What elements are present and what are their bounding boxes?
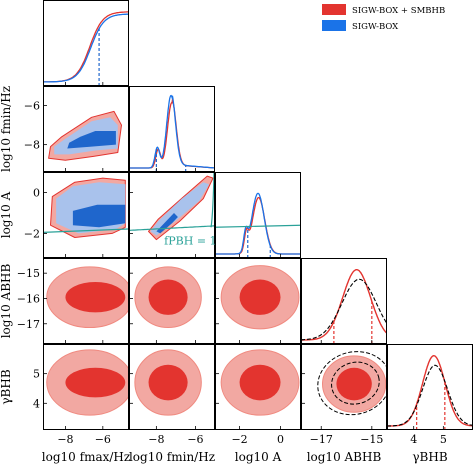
y-tick-label: 5 bbox=[33, 368, 40, 381]
panel-log_fmin-gamma_BHB bbox=[148, 364, 188, 401]
y-tick-label: −15 bbox=[17, 267, 40, 280]
fpbh-line bbox=[129, 225, 215, 231]
x-tick-label: 5 bbox=[440, 433, 447, 446]
contour-1sigma-blue bbox=[67, 131, 116, 149]
panel-frame bbox=[215, 344, 301, 430]
panel-log_ABHB-gamma_BHB bbox=[336, 367, 372, 401]
contour-1sigma-red bbox=[148, 364, 188, 401]
panel-log_fmin-log_A bbox=[129, 172, 215, 231]
panel-frame bbox=[301, 258, 387, 344]
panel-frame bbox=[129, 86, 215, 172]
x-axis-label: log10 ABHB bbox=[307, 450, 382, 464]
marginal-red-line bbox=[129, 97, 215, 169]
marginal-prior-dashed-line bbox=[301, 278, 387, 341]
panel-log_ABHB-gamma_BHB bbox=[317, 351, 387, 416]
panel-frame bbox=[215, 172, 301, 258]
panel-gamma_BHB-gamma_BHB bbox=[387, 354, 473, 430]
x-tick-label: −8 bbox=[148, 433, 164, 446]
panel-log_fmax-log_A bbox=[43, 228, 129, 234]
panel-log_A-log_ABHB bbox=[239, 279, 281, 315]
x-tick-label: 0 bbox=[277, 433, 284, 446]
panel-log_fmin-log_ABHB bbox=[148, 279, 188, 315]
panel-frame bbox=[301, 344, 387, 430]
prior-dashed-contour bbox=[331, 361, 380, 405]
fpbh-line bbox=[210, 172, 215, 228]
x-axis-label: γBHB bbox=[412, 450, 447, 464]
x-tick-label: −6 bbox=[187, 433, 203, 446]
panel-frame bbox=[215, 258, 301, 344]
panel-log_fmin-log_fmin bbox=[129, 94, 215, 172]
y-axis-label: log10 A bbox=[0, 191, 13, 238]
x-tick-label: −15 bbox=[360, 433, 383, 446]
panel-log_A-log_A bbox=[215, 192, 301, 258]
legend-swatch bbox=[322, 4, 346, 15]
panel-frame bbox=[129, 258, 215, 344]
panel-log_fmax-log_fmax bbox=[43, 11, 129, 86]
fpbh-line bbox=[215, 224, 301, 228]
panel-frame bbox=[129, 172, 215, 258]
marginal-blue-line bbox=[129, 94, 215, 169]
panel-frame bbox=[387, 344, 473, 430]
x-axis-label: log10 A bbox=[235, 450, 282, 464]
y-tick-label: −2 bbox=[24, 227, 40, 240]
marginal-red-line bbox=[387, 354, 473, 427]
prior-dashed-contour bbox=[317, 351, 387, 416]
panel-frame bbox=[129, 344, 215, 430]
panel-log_fmax-gamma_BHB bbox=[65, 367, 126, 398]
contour-1sigma-red bbox=[65, 282, 126, 313]
y-tick-label: −16 bbox=[17, 292, 40, 305]
panel-frame bbox=[43, 344, 129, 430]
y-tick-label: −8 bbox=[24, 139, 40, 152]
panel-log_fmax-log_ABHB bbox=[65, 282, 126, 313]
marginal-red-line bbox=[301, 269, 387, 341]
contour-1sigma-red bbox=[239, 364, 281, 401]
y-axis-label: log10 ABHB bbox=[0, 264, 13, 339]
x-tick-label: 4 bbox=[410, 433, 417, 446]
panel-log_fmax-log_A bbox=[72, 204, 126, 228]
contour-1sigma-blue bbox=[72, 204, 126, 228]
marginal-blue-line bbox=[43, 13, 129, 83]
contour-2sigma-blue bbox=[150, 182, 210, 236]
legend-swatch bbox=[322, 20, 346, 31]
x-tick-label: −6 bbox=[95, 433, 111, 446]
legend: SIGW-BOX + SMBHB SIGW-BOX bbox=[322, 4, 445, 32]
y-tick-label: −6 bbox=[24, 100, 40, 113]
panel-log_ABHB-log_ABHB bbox=[301, 269, 387, 344]
panel-log_fmin-log_A bbox=[150, 182, 210, 236]
x-axis-label: log10 fmax/Hz bbox=[42, 450, 130, 464]
marginal-prior-dashed-line bbox=[387, 364, 473, 427]
contour-1sigma-red bbox=[239, 279, 281, 315]
contour-1sigma-red bbox=[336, 367, 372, 401]
marginal-blue-line bbox=[215, 192, 301, 255]
x-tick-label: −17 bbox=[310, 433, 333, 446]
y-tick-label: −17 bbox=[17, 318, 40, 331]
panel-log_A-gamma_BHB bbox=[239, 364, 281, 401]
legend-label: SIGW-BOX + SMBHB bbox=[352, 6, 445, 16]
y-tick-label: 0 bbox=[33, 186, 40, 199]
fpbh-line bbox=[43, 228, 129, 234]
x-tick-label: −8 bbox=[57, 433, 73, 446]
marginal-red-line bbox=[43, 11, 129, 83]
panel-log_ABHB-gamma_BHB bbox=[331, 361, 380, 405]
contour-1sigma-red bbox=[65, 367, 126, 398]
fpbh-annotation: fPBH = 1 bbox=[164, 235, 216, 248]
y-axis-label: γBHB bbox=[0, 369, 13, 404]
legend-label: SIGW-BOX bbox=[352, 22, 399, 32]
x-axis-label: log10 fmin/Hz bbox=[129, 450, 215, 464]
panel-log_A-log_A bbox=[215, 224, 301, 228]
panel-log_fmax-log_fmin bbox=[67, 131, 116, 149]
panel-frame bbox=[43, 258, 129, 344]
x-tick-label: −2 bbox=[231, 433, 247, 446]
panel-frame bbox=[43, 86, 129, 172]
contour-1sigma-red bbox=[148, 279, 188, 315]
panel-frame bbox=[43, 172, 129, 258]
y-tick-label: 4 bbox=[33, 397, 40, 410]
y-axis-label: log10 fmin/Hz bbox=[0, 86, 13, 172]
panel-frame bbox=[43, 0, 129, 86]
